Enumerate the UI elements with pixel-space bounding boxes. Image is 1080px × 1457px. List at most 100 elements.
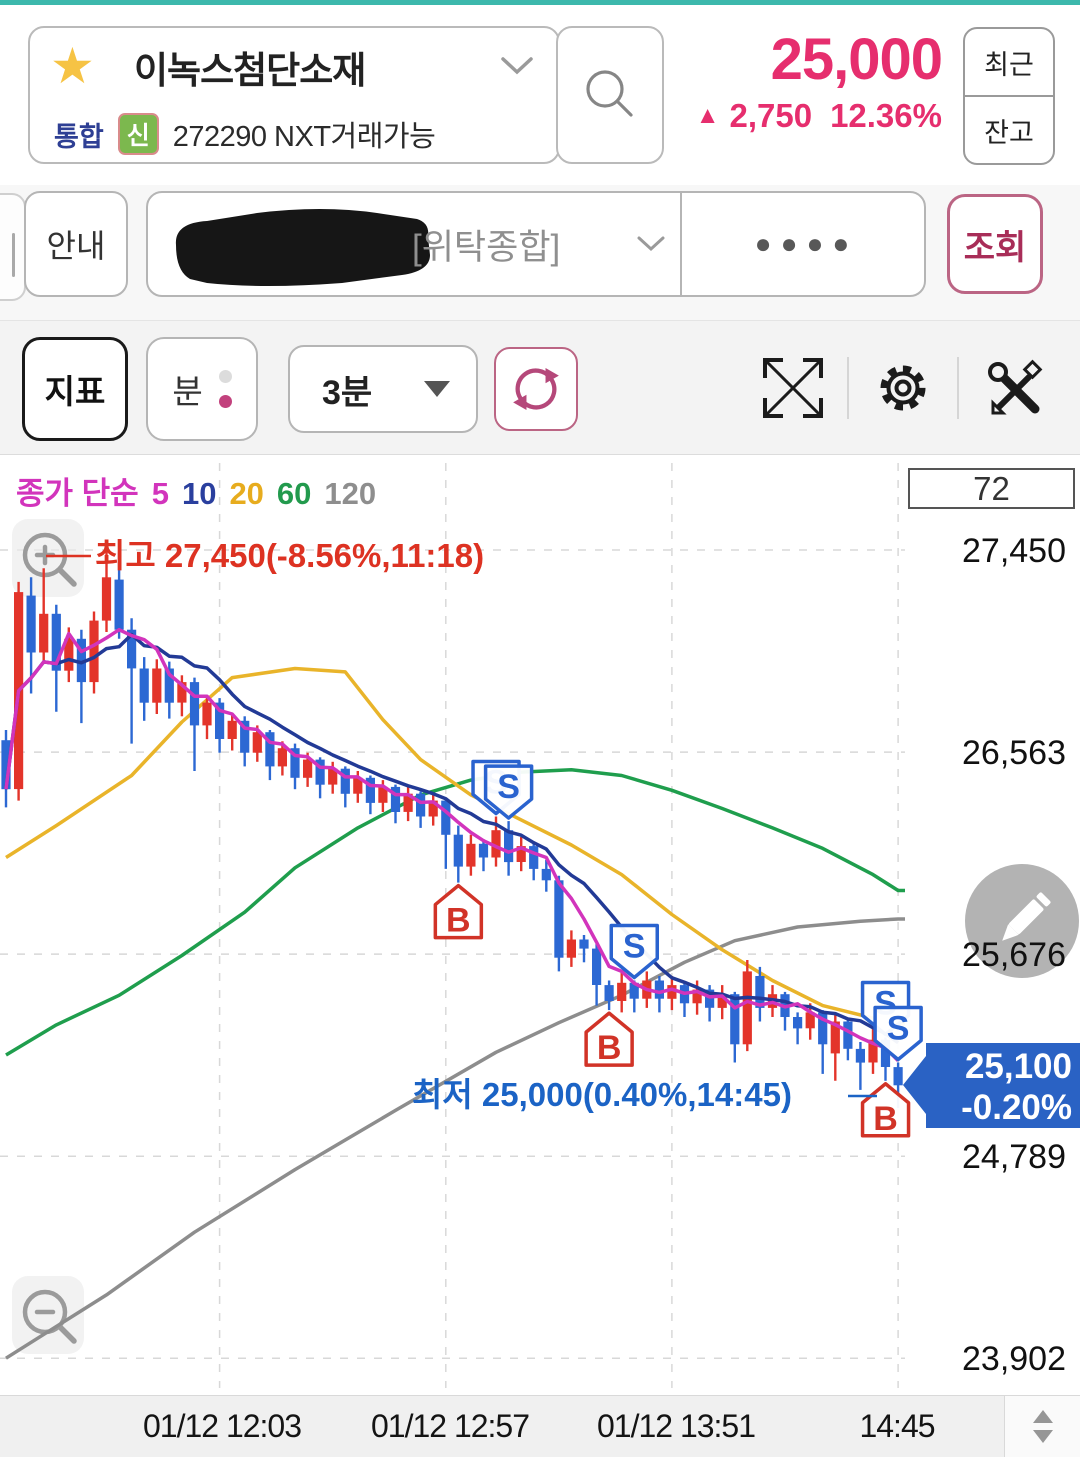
candle-body — [353, 777, 363, 794]
stock-name: 이녹스첨단소재 — [134, 50, 366, 91]
candle-body — [592, 948, 602, 985]
candle-body — [453, 834, 463, 867]
candle-count-box: 72 — [908, 468, 1075, 509]
candle-body — [328, 768, 338, 785]
guide-button[interactable]: 안내 — [24, 191, 128, 297]
candle-body — [654, 980, 664, 999]
candle-body — [805, 1012, 815, 1029]
candle-body — [315, 759, 325, 785]
candle-body — [215, 702, 225, 739]
settings-button[interactable] — [872, 353, 934, 423]
stock-selector[interactable]: ★ 이녹스첨단소재 통합 신 272290 NXT거래가능 — [28, 26, 560, 164]
candle-body — [202, 702, 212, 726]
candle-body — [26, 595, 36, 653]
price-change: ▲ 2,750 12.36% — [620, 97, 942, 135]
svg-text:B: B — [873, 1100, 898, 1138]
interval-value: 3분 — [322, 373, 373, 412]
ma5-line — [4, 627, 900, 1062]
legend-item-ma5: 5 — [151, 476, 169, 511]
toolbar-divider — [847, 357, 849, 419]
ma-legend: 종가 단순 5 10 20 60 120 — [16, 468, 376, 513]
candle-body — [340, 768, 350, 794]
candle-body — [855, 1048, 865, 1063]
toolbar-divider — [957, 357, 959, 419]
candle-body — [265, 732, 275, 767]
chevron-down-icon — [636, 235, 666, 258]
x-tick: 14:45 — [859, 1408, 935, 1444]
legend-item-ma60: 60 — [276, 476, 312, 511]
zoom-in-button[interactable] — [12, 519, 84, 597]
top-accent-line — [0, 0, 1080, 5]
new-stock-badge: 신 — [117, 113, 159, 155]
indicator-button[interactable]: 지표 — [22, 337, 128, 441]
balance-button[interactable]: 잔고 — [984, 117, 1034, 148]
account-select[interactable]: [위탁종합] ●●●● — [146, 191, 926, 297]
candle-body — [880, 1039, 891, 1067]
buy-marker: B — [433, 883, 484, 940]
candle-body — [252, 732, 262, 753]
price-block: 25,000 ▲ 2,750 12.36% — [620, 27, 943, 135]
candle-body — [868, 1039, 878, 1063]
dropdown-arrow-icon — [424, 381, 450, 397]
candle-body — [830, 1021, 840, 1054]
candle-body — [793, 1017, 803, 1029]
recent-button[interactable]: 최근 — [965, 29, 1053, 97]
price-chart[interactable]: BBBSSSSS최고 27,450(-8.56%,11:18)최저 25,000… — [0, 455, 1080, 1395]
candle-body — [478, 843, 489, 858]
candle-body — [64, 638, 74, 671]
candle-body — [516, 846, 526, 862]
zoom-out-button[interactable] — [12, 1276, 84, 1354]
candle-body — [893, 1067, 903, 1086]
fullscreen-button[interactable] — [762, 353, 824, 423]
minute-mode-button[interactable]: 분 — [146, 337, 258, 441]
candle-body — [76, 638, 86, 683]
legend-item-ma120: 120 — [324, 476, 377, 511]
legend-item-ma20: 20 — [229, 476, 264, 511]
side-drawer-handle[interactable] — [0, 193, 26, 301]
search-button[interactable] — [556, 26, 664, 164]
candle-body — [240, 720, 250, 753]
stock-subline: 통합 신 272290 NXT거래가능 — [54, 113, 436, 155]
chart-area: BBBSSSSS최고 27,450(-8.56%,11:18)최저 25,000… — [0, 455, 1080, 1395]
buy-marker: B — [860, 1082, 911, 1138]
scroll-down-icon — [1032, 1430, 1053, 1443]
candle-body — [303, 759, 313, 778]
password-field[interactable]: ●●●● — [754, 228, 859, 259]
search-icon — [586, 70, 633, 117]
minute-label: 분 — [172, 373, 203, 410]
dot-inactive — [218, 370, 232, 383]
query-button[interactable]: 조회 — [947, 194, 1043, 294]
candle-body — [114, 579, 124, 630]
svg-text:S: S — [497, 768, 520, 806]
candle-body — [39, 613, 49, 653]
candle-body — [541, 868, 551, 881]
current-price: 25,000 — [770, 27, 943, 92]
interval-dropdown[interactable]: 3분 — [288, 345, 478, 433]
candle-body — [692, 989, 702, 1004]
tools-button[interactable] — [983, 353, 1045, 423]
y-tick: 25,676 — [962, 936, 1066, 974]
market-tag: 통합 — [54, 121, 104, 152]
candle-body — [566, 939, 576, 958]
gear-icon — [880, 365, 926, 411]
chart-scroll-stepper[interactable] — [1004, 1395, 1080, 1457]
candle-body — [277, 748, 287, 767]
svg-text:B: B — [446, 902, 471, 940]
candle-body — [101, 577, 112, 621]
field-divider — [680, 193, 682, 295]
pencil-icon — [1002, 892, 1051, 941]
x-tick: 01/12 12:57 — [370, 1408, 530, 1444]
change-percent: 12.36% — [830, 97, 942, 134]
change-value: 2,750 — [729, 97, 813, 134]
legend-title: 종가 단순 — [16, 476, 139, 511]
draw-tool-button[interactable] — [965, 864, 1079, 978]
scroll-up-icon — [1032, 1410, 1053, 1423]
expand-icon — [763, 358, 823, 418]
chevron-down-icon[interactable] — [500, 56, 534, 81]
refresh-button[interactable] — [494, 347, 578, 431]
favorite-star-icon[interactable]: ★ — [50, 38, 95, 94]
svg-text:S: S — [887, 1010, 910, 1048]
svg-text:B: B — [597, 1029, 622, 1067]
mode-dots — [218, 370, 232, 408]
tools-icon — [988, 359, 1043, 415]
